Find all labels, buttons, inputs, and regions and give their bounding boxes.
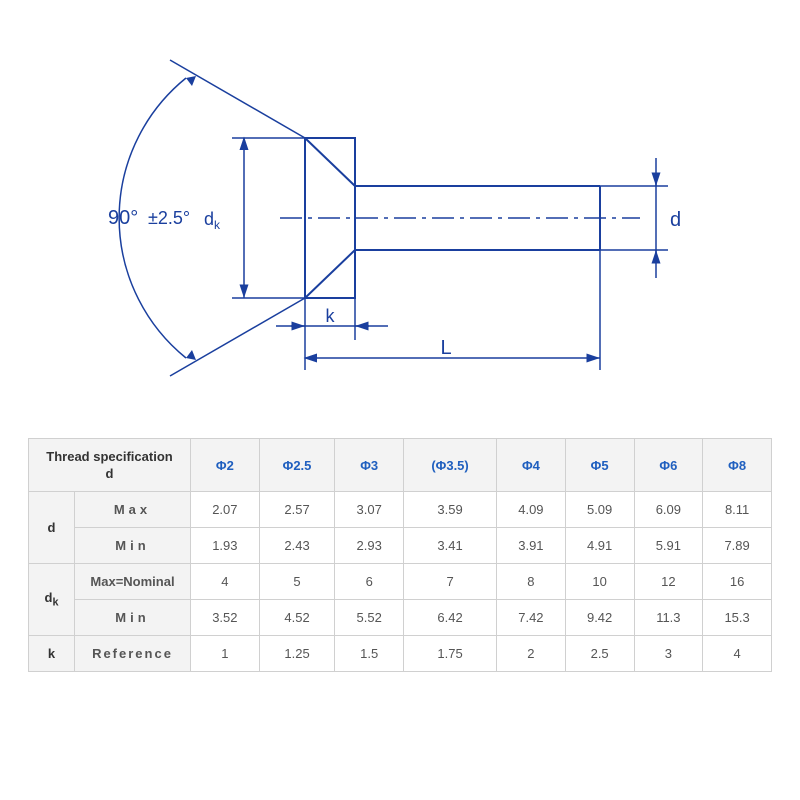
row-label-d-max: Max (75, 492, 191, 528)
cell: 11.3 (634, 600, 703, 636)
param-dk: dk (29, 564, 75, 636)
cell: 2 (497, 636, 566, 672)
col-phi3_5: (Φ3.5) (404, 439, 497, 492)
row-label-k-ref: Reference (75, 636, 191, 672)
cell: 4.91 (565, 528, 634, 564)
cell: 4.52 (259, 600, 335, 636)
cell: 16 (703, 564, 772, 600)
cell: 1.25 (259, 636, 335, 672)
cell: 2.5 (565, 636, 634, 672)
col-phi2: Φ2 (191, 439, 260, 492)
rivet-diagram-svg: 90° ±2.5° dk d (0, 0, 800, 430)
col-phi5: Φ5 (565, 439, 634, 492)
param-d: d (29, 492, 75, 564)
col-phi3: Φ3 (335, 439, 404, 492)
table-header-row: Thread specification d Φ2 Φ2.5 Φ3 (Φ3.5)… (29, 439, 772, 492)
cell: 4.09 (497, 492, 566, 528)
cell: 7.42 (497, 600, 566, 636)
cell: 3.07 (335, 492, 404, 528)
cell: 1.93 (191, 528, 260, 564)
row-label-dk-min: Min (75, 600, 191, 636)
col-phi8: Φ8 (703, 439, 772, 492)
cell: 2.43 (259, 528, 335, 564)
k-label: k (326, 306, 336, 326)
cell: 6.42 (404, 600, 497, 636)
thread-spec-table: Thread specification d Φ2 Φ2.5 Φ3 (Φ3.5)… (28, 438, 772, 672)
param-k: k (29, 636, 75, 672)
cell: 10 (565, 564, 634, 600)
col-phi2_5: Φ2.5 (259, 439, 335, 492)
cell: 2.57 (259, 492, 335, 528)
cell: 5 (259, 564, 335, 600)
cell: 5.52 (335, 600, 404, 636)
table-row: k Reference 1 1.25 1.5 1.75 2 2.5 3 4 (29, 636, 772, 672)
cell: 15.3 (703, 600, 772, 636)
row-label-dk-maxnom: Max=Nominal (75, 564, 191, 600)
cell: 9.42 (565, 600, 634, 636)
cell: 4 (191, 564, 260, 600)
angle-tol-label: ±2.5° (148, 208, 190, 228)
table-row: dk Max=Nominal 4 5 6 7 8 10 12 16 (29, 564, 772, 600)
dk-label: dk (204, 209, 221, 232)
cell: 7.89 (703, 528, 772, 564)
cell: 3.91 (497, 528, 566, 564)
d-label: d (670, 209, 681, 231)
table-row: d Max 2.07 2.57 3.07 3.59 4.09 5.09 6.09… (29, 492, 772, 528)
row-label-d-min: Min (75, 528, 191, 564)
cell: 1 (191, 636, 260, 672)
cell: 4 (703, 636, 772, 672)
cell: 3.52 (191, 600, 260, 636)
header-sub-text: d (33, 466, 186, 481)
cell: 3.41 (404, 528, 497, 564)
cell: 5.09 (565, 492, 634, 528)
cell: 7 (404, 564, 497, 600)
cell: 5.91 (634, 528, 703, 564)
cell: 8 (497, 564, 566, 600)
cell: 1.75 (404, 636, 497, 672)
cell: 8.11 (703, 492, 772, 528)
table-row: Min 3.52 4.52 5.52 6.42 7.42 9.42 11.3 1… (29, 600, 772, 636)
cell: 3.59 (404, 492, 497, 528)
table-row: Min 1.93 2.43 2.93 3.41 3.91 4.91 5.91 7… (29, 528, 772, 564)
cell: 12 (634, 564, 703, 600)
cell: 1.5 (335, 636, 404, 672)
header-title-text: Thread specification (46, 449, 172, 464)
cell: 2.07 (191, 492, 260, 528)
l-label: L (440, 337, 451, 359)
header-title: Thread specification d (29, 439, 191, 492)
cell: 2.93 (335, 528, 404, 564)
thread-spec-table-wrapper: Thread specification d Φ2 Φ2.5 Φ3 (Φ3.5)… (28, 438, 772, 672)
rivet-diagram: 90° ±2.5° dk d (0, 0, 800, 430)
col-phi4: Φ4 (497, 439, 566, 492)
col-phi6: Φ6 (634, 439, 703, 492)
angle-90-label: 90° (108, 207, 138, 229)
cell: 6 (335, 564, 404, 600)
cell: 3 (634, 636, 703, 672)
cell: 6.09 (634, 492, 703, 528)
